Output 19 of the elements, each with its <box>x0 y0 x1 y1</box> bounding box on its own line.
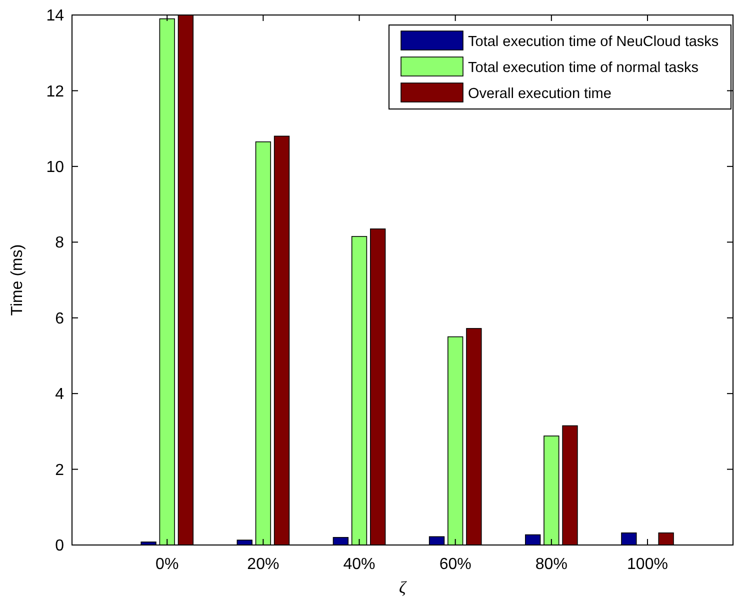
x-tick-label: 0% <box>156 556 179 573</box>
x-tick-label: 40% <box>343 556 376 573</box>
y-tick-label: 6 <box>55 310 64 328</box>
y-tick-label: 10 <box>46 159 64 176</box>
y-tick-label: 12 <box>46 83 64 100</box>
x-tick-label: 80% <box>535 556 568 573</box>
y-axis-title: Time (ms) <box>9 244 26 316</box>
y-tick-label: 2 <box>55 462 64 479</box>
y-tick-label: 8 <box>55 234 64 252</box>
x-tick-label: 20% <box>247 556 280 573</box>
y-tick-label: 14 <box>46 8 64 25</box>
x-axis-title: ζ <box>399 578 408 597</box>
y-tick-label: 4 <box>55 386 64 404</box>
x-tick-label: 100% <box>627 556 668 573</box>
legend-label: Total execution time of normal tasks <box>468 60 698 76</box>
y-tick-label: 0 <box>55 538 64 555</box>
x-tick-label: 60% <box>439 556 472 573</box>
legend-label: Total execution time of NeuCloud tasks <box>468 34 719 50</box>
legend-label: Overall execution time <box>468 86 612 102</box>
